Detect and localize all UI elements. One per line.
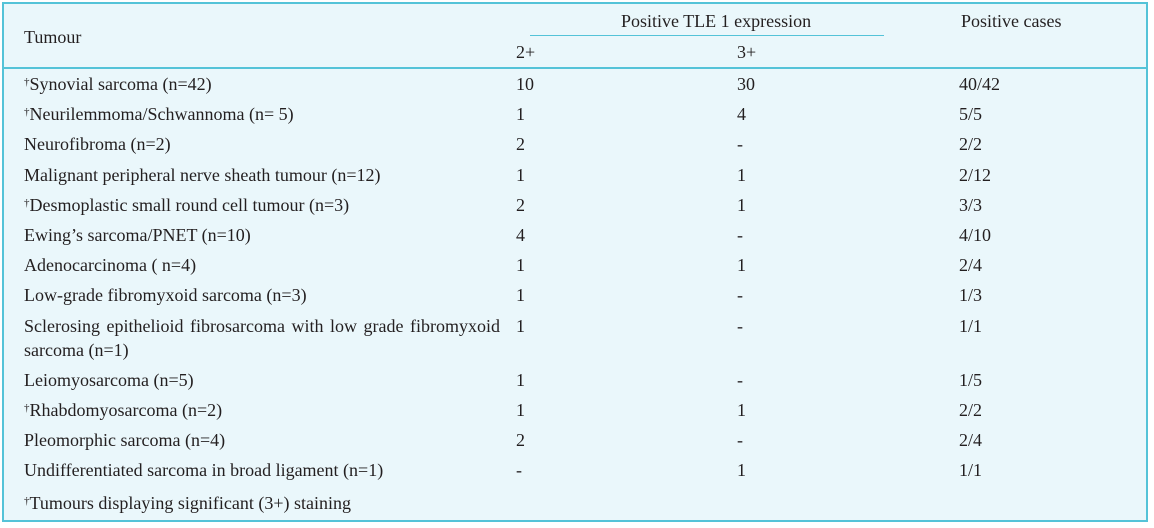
cell-2plus: 1 <box>516 255 525 276</box>
header-positive-cases: Positive cases <box>961 11 1062 31</box>
cell-3plus: - <box>737 225 743 245</box>
table-row: †Synovial sarcoma (n=42) 10 30 40/42 <box>4 69 1146 99</box>
cell-3plus: 1 <box>737 194 746 215</box>
cell-3plus: 30 <box>737 74 755 94</box>
dagger-mark: † <box>24 401 30 414</box>
table-footnote: †Tumours displaying significant (3+) sta… <box>24 488 351 518</box>
cell-tumour: †Synovial sarcoma (n=42) <box>24 69 212 99</box>
cell-positive-cases: 1/1 <box>959 460 983 481</box>
table-row: Malignant peripheral nerve sheath tumour… <box>4 160 1146 190</box>
header-tumour: Tumour <box>24 27 82 47</box>
cell-3plus: 4 <box>737 104 746 125</box>
cell-tumour: †Desmoplastic small round cell tumour (n… <box>24 190 349 220</box>
table-row: Ewing’s sarcoma/PNET (n=10) 4 - 4/10 <box>4 220 1146 250</box>
cell-3plus: - <box>737 315 743 336</box>
cell-tumour: †Rhabdomyosarcoma (n=2) <box>24 395 222 425</box>
tumour-name: Malignant peripheral nerve sheath tumour… <box>24 164 381 185</box>
tumour-name: Ewing’s sarcoma/PNET (n=10) <box>24 225 251 245</box>
header-divider <box>4 67 1146 69</box>
table-row: Undifferentiated sarcoma in broad ligame… <box>4 455 1146 485</box>
header-subrule <box>530 35 884 36</box>
cell-2plus: 1 <box>516 369 525 390</box>
cell-positive-cases: 2/4 <box>959 430 983 450</box>
tumour-name: Low-grade fibromyxoid sarcoma (n=3) <box>24 285 307 306</box>
cell-3plus: 1 <box>737 164 746 185</box>
cell-tumour: Adenocarcinoma ( n=4) <box>24 250 196 280</box>
cell-3plus: - <box>737 430 743 450</box>
table-header: Tumour Positive TLE 1 expression 2+ 3+ P… <box>4 4 1146 70</box>
cell-tumour: Undifferentiated sarcoma in broad ligame… <box>24 455 383 485</box>
cell-3plus: - <box>737 134 743 155</box>
table-row: Pleomorphic sarcoma (n=4) 2 - 2/4 <box>4 425 1146 455</box>
cell-tumour: Pleomorphic sarcoma (n=4) <box>24 425 225 455</box>
cell-positive-cases: 4/10 <box>959 225 992 245</box>
cell-tumour: Malignant peripheral nerve sheath tumour… <box>24 160 381 190</box>
table-row: Adenocarcinoma ( n=4) 1 1 2/4 <box>4 250 1146 280</box>
cell-3plus: 1 <box>737 255 746 276</box>
tumour-name: Synovial sarcoma (n=42) <box>29 74 212 94</box>
cell-2plus: 1 <box>516 315 525 336</box>
cell-positive-cases: 40/42 <box>959 74 1001 94</box>
cell-3plus: 1 <box>737 399 746 420</box>
cell-positive-cases: 2/2 <box>959 134 983 155</box>
cell-positive-cases: 1/5 <box>959 369 983 390</box>
cell-tumour: Neurofibroma (n=2) <box>24 129 171 159</box>
cell-2plus: 1 <box>516 164 525 185</box>
table-frame: Tumour Positive TLE 1 expression 2+ 3+ P… <box>2 2 1148 522</box>
cell-positive-cases: 1/1 <box>959 315 983 336</box>
table-row: Leiomyosarcoma (n=5) 1 - 1/5 <box>4 365 1146 395</box>
cell-tumour: Ewing’s sarcoma/PNET (n=10) <box>24 220 251 250</box>
cell-2plus: 4 <box>516 225 525 245</box>
cell-2plus: 2 <box>516 134 525 155</box>
table-row: Sclerosing epithelioid fibrosarcoma with… <box>4 311 1146 363</box>
cell-tumour: Sclerosing epithelioid fibrosarcoma with… <box>24 314 500 362</box>
tumour-name: Desmoplastic small round cell tumour (n=… <box>29 194 350 215</box>
cell-2plus: 1 <box>516 399 525 420</box>
header-3plus: 3+ <box>737 42 757 62</box>
cell-2plus: 1 <box>516 104 525 125</box>
dagger-mark: † <box>24 106 30 119</box>
header-expression-group: Positive TLE 1 expression <box>621 11 812 31</box>
tumour-name: Leiomyosarcoma (n=5) <box>24 369 194 390</box>
tumour-name: Neurilemmoma/Schwannoma (n= 5) <box>29 104 294 125</box>
cell-positive-cases: 1/3 <box>959 285 983 306</box>
cell-2plus: 2 <box>516 194 525 215</box>
cell-positive-cases: 5/5 <box>959 104 983 125</box>
tumour-name: Pleomorphic sarcoma (n=4) <box>24 430 226 450</box>
footnote-dagger: † <box>24 495 30 507</box>
cell-3plus: - <box>737 369 743 390</box>
tumour-name: Undifferentiated sarcoma in broad ligame… <box>24 460 384 481</box>
table-row: †Desmoplastic small round cell tumour (n… <box>4 190 1146 220</box>
cell-2plus: 1 <box>516 285 525 306</box>
dagger-mark: † <box>24 196 30 209</box>
table-row: Neurofibroma (n=2) 2 - 2/2 <box>4 129 1146 159</box>
dagger-mark: † <box>24 76 30 88</box>
cell-2plus: 2 <box>516 430 525 450</box>
cell-positive-cases: 2/2 <box>959 399 983 420</box>
cell-positive-cases: 2/4 <box>959 255 983 276</box>
cell-3plus: 1 <box>737 460 746 481</box>
tumour-name: Adenocarcinoma ( n=4) <box>24 255 197 276</box>
cell-2plus: 10 <box>516 74 534 94</box>
header-2plus: 2+ <box>516 42 536 62</box>
table-row: Low-grade fibromyxoid sarcoma (n=3) 1 - 1/3 <box>4 280 1146 310</box>
cell-2plus: - <box>516 460 522 481</box>
tumour-name: Neurofibroma (n=2) <box>24 134 171 155</box>
table-row: †Neurilemmoma/Schwannoma (n= 5) 1 4 5/5 <box>4 99 1146 129</box>
cell-tumour: Low-grade fibromyxoid sarcoma (n=3) <box>24 280 307 310</box>
tumour-name: Rhabdomyosarcoma (n=2) <box>29 399 223 420</box>
cell-positive-cases: 2/12 <box>959 164 992 185</box>
cell-positive-cases: 3/3 <box>959 194 983 215</box>
tumour-name: Sclerosing epithelioid fibrosarcoma with… <box>24 315 500 360</box>
footnote-text: Tumours displaying significant (3+) stai… <box>29 493 351 513</box>
cell-tumour: †Neurilemmoma/Schwannoma (n= 5) <box>24 99 294 129</box>
cell-3plus: - <box>737 285 743 306</box>
table-row: †Rhabdomyosarcoma (n=2) 1 1 2/2 <box>4 395 1146 425</box>
cell-tumour: Leiomyosarcoma (n=5) <box>24 365 194 395</box>
